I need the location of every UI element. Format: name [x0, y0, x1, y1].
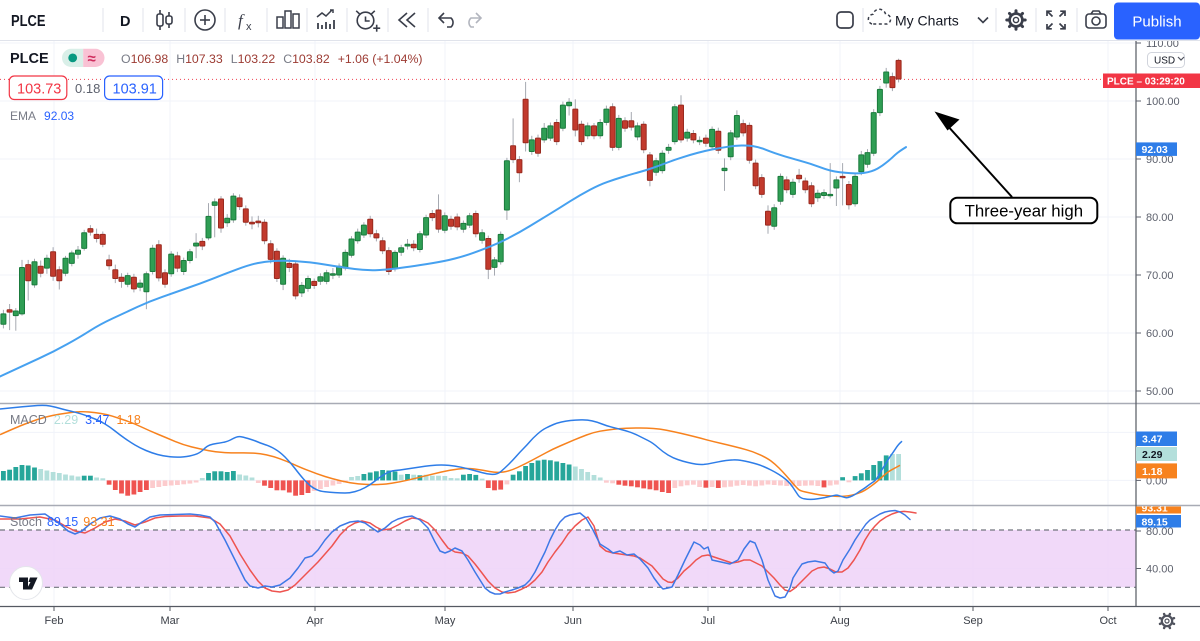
svg-text:Oct: Oct	[1099, 615, 1116, 627]
svg-text:Mar: Mar	[161, 615, 180, 627]
svg-text:PLCE – 03:29:20: PLCE – 03:29:20	[1107, 76, 1185, 87]
svg-text:93.31: 93.31	[1142, 503, 1168, 515]
svg-text:Three-year high: Three-year high	[965, 201, 1083, 220]
svg-text:Jul: Jul	[701, 615, 715, 627]
svg-text:Apr: Apr	[306, 615, 323, 627]
svg-text:PLCE: PLCE	[11, 13, 46, 30]
svg-text:103.73: 103.73	[17, 82, 61, 98]
svg-text:≈: ≈	[88, 51, 96, 68]
svg-text:f: f	[238, 11, 245, 30]
svg-text:D: D	[120, 14, 130, 30]
svg-text:My Charts: My Charts	[895, 13, 959, 29]
svg-text:May: May	[435, 615, 456, 627]
svg-text:USD: USD	[1154, 56, 1175, 67]
svg-text:1.18: 1.18	[1142, 466, 1163, 478]
svg-text:Publish: Publish	[1132, 14, 1181, 31]
svg-text:40.00: 40.00	[1146, 564, 1174, 576]
svg-text:90.00: 90.00	[1146, 154, 1174, 166]
svg-text:100.00: 100.00	[1146, 96, 1180, 108]
svg-text:PLCE: PLCE	[10, 51, 49, 67]
svg-text:2.29: 2.29	[1142, 449, 1163, 461]
svg-text:70.00: 70.00	[1146, 270, 1174, 282]
svg-text:103.91: 103.91	[113, 82, 157, 98]
svg-text:3.47: 3.47	[1142, 434, 1163, 446]
svg-text:60.00: 60.00	[1146, 328, 1174, 340]
svg-text:89.15: 89.15	[1142, 516, 1168, 528]
svg-text:x: x	[246, 21, 252, 33]
svg-text:92.03: 92.03	[1142, 144, 1168, 156]
svg-text:Jun: Jun	[564, 615, 582, 627]
svg-text:Sep: Sep	[963, 615, 983, 627]
svg-text:Aug: Aug	[830, 615, 850, 627]
svg-text:80.00: 80.00	[1146, 212, 1174, 224]
svg-text:50.00: 50.00	[1146, 386, 1174, 398]
svg-text:80.00: 80.00	[1146, 526, 1174, 538]
svg-text:0.18: 0.18	[75, 81, 100, 96]
svg-text:Feb: Feb	[45, 615, 64, 627]
